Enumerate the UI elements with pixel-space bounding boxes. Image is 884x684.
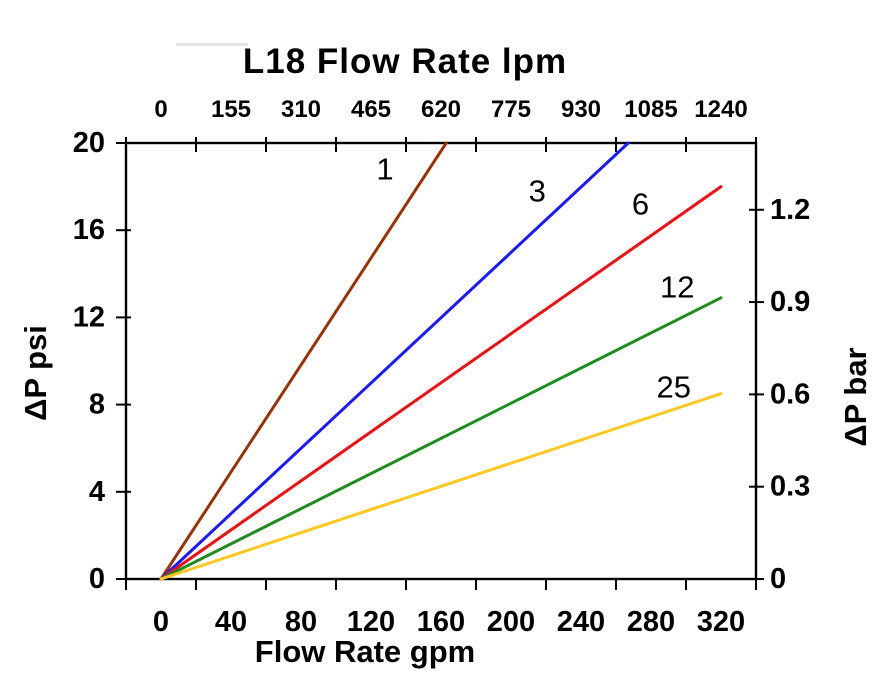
faint-artifact [176,43,248,46]
x-bottom-tick-label: 200 [487,606,535,638]
y-left-tick-label: 12 [73,301,105,333]
y-left-tick-label: 0 [89,563,105,595]
x-bottom-tick-label: 160 [417,606,465,638]
series-label-1: 1 [376,152,393,187]
y-axis-title-left: ΔP psi [18,325,53,421]
y-right-tick-label: 0.9 [770,286,810,318]
x-top-tick-label: 1240 [694,96,747,123]
x-top-tick-label: 0 [154,96,167,123]
x-top-tick-label: 465 [351,96,391,123]
series-line-1 [159,141,448,581]
x-bottom-tick-label: 40 [215,606,247,638]
series-label-25: 25 [657,370,691,405]
x-bottom-tick-label: 0 [153,606,169,638]
series-label-6: 6 [632,187,649,222]
series-line-25 [159,392,723,581]
series-line-3 [159,141,630,581]
y-right-tick-label: 1.2 [770,194,810,226]
x-bottom-tick-label: 120 [347,606,395,638]
y-right-tick-label: 0.6 [770,378,810,410]
series-label-3: 3 [529,173,546,208]
x-bottom-tick-label: 320 [697,606,745,638]
plot-frame [124,141,758,581]
chart-title: L18 Flow Rate lpm [242,42,568,81]
y-left-tick-label: 20 [73,127,105,159]
x-top-tick-label: 155 [211,96,251,123]
series-line-6 [159,185,723,581]
x-top-tick-label: 930 [561,96,601,123]
y-left-tick-label: 16 [73,214,105,246]
x-axis-title-bottom: Flow Rate gpm [254,634,476,669]
y-axis-title-right: ΔP bar [838,347,873,447]
y-left-tick-label: 4 [89,476,105,508]
x-bottom-tick-label: 80 [285,606,317,638]
y-right-tick-label: 0.3 [770,471,810,503]
series-line-12 [159,296,723,581]
x-bottom-tick-label: 240 [557,606,605,638]
series-label-12: 12 [660,269,694,304]
y-right-tick-label: 0 [770,563,786,595]
x-top-tick-label: 310 [281,96,321,123]
y-left-tick-label: 8 [89,389,105,421]
x-top-tick-label: 775 [491,96,531,123]
x-top-tick-label: 1085 [624,96,677,123]
x-bottom-tick-label: 280 [627,606,675,638]
x-top-tick-label: 620 [421,96,461,123]
